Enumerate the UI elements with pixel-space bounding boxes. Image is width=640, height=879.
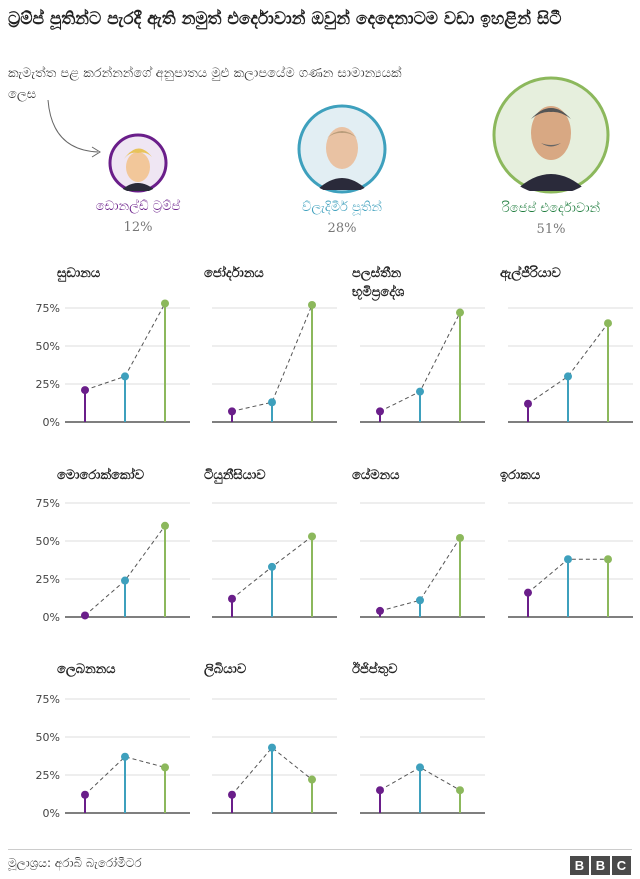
leader-erdogan: රිජෙප් එර්දොවාන් 51%: [451, 75, 640, 237]
lollipop-dot: [228, 594, 236, 603]
lollipop-dot: [456, 308, 464, 317]
trend-line: [231, 304, 313, 412]
lollipop-dot: [416, 387, 424, 396]
country-label: ඉරාකය: [500, 468, 541, 483]
lollipop-dot: [376, 786, 384, 795]
erdogan-portrait: [492, 76, 610, 194]
small-multiples: 0% 25% 50% 75% 0% 25% 50% 75% 0% 25% 50% 75%: [36, 299, 633, 820]
trend-line: [527, 322, 609, 405]
y-tick-label: 50%: [36, 535, 60, 548]
lollipop-dot: [81, 790, 89, 799]
lollipop-dot: [121, 752, 129, 761]
lollipop-dot: [268, 398, 276, 407]
leader-pct-erdogan: 51%: [536, 222, 566, 237]
lollipop-dot: [121, 576, 129, 585]
chart-subtitle: කැමැත්ත පළ කරන්නන්ගේ අනුපාතය මුළු කලාපයේ…: [8, 66, 402, 102]
lollipop-dot: [81, 386, 89, 395]
y-tick-label: 50%: [36, 340, 60, 353]
lollipop-dot: [416, 596, 424, 605]
bbc-logo-letter: B: [591, 856, 610, 875]
leader-trump: ඩොනල්ඩ් ට්‍රම්ප් 12%: [38, 133, 238, 235]
lollipop-dot: [121, 372, 129, 381]
trump-portrait: [108, 133, 168, 193]
lollipop-dot: [564, 555, 572, 564]
leader-name-putin: ව්ලැදිමීර් පූතින්: [302, 200, 382, 215]
country-label: ලෙබනනය: [57, 662, 116, 677]
bbc-logo-letter: C: [612, 856, 631, 875]
lollipop-dot: [604, 319, 612, 328]
leader-pct-trump: 12%: [123, 220, 153, 235]
lollipop-dot: [416, 763, 424, 772]
source-note: මූලාශ්‍රය: අරාබි බැරෝමීටර: [8, 856, 142, 870]
lollipop-dot: [228, 407, 236, 416]
footer-divider: [8, 849, 632, 850]
y-tick-label: 25%: [36, 573, 60, 586]
y-tick-label: 50%: [36, 731, 60, 744]
lollipop-dot: [161, 763, 169, 772]
lollipop-dot: [228, 790, 236, 799]
lollipop-dot: [376, 606, 384, 615]
y-tick-label: 75%: [36, 302, 60, 315]
country-label: යේමනය: [352, 468, 400, 483]
lollipop-dot: [161, 521, 169, 530]
country-label: ඇල්ජීරියාව: [500, 266, 561, 281]
lollipop-dot: [308, 775, 316, 784]
subtitle-arrow: [47, 99, 101, 158]
chart-title: ට්‍රම්ප් පූතින්ට පැරදී ඇති නමුත් එර්දොවා…: [8, 9, 562, 29]
y-tick-label: 25%: [36, 378, 60, 391]
y-tick-label: 0%: [43, 416, 60, 429]
bbc-logo: B B C: [570, 856, 631, 875]
y-tick-label: 0%: [43, 807, 60, 820]
country-label: පලස්තීන භූමිප්‍රදේශ: [352, 266, 405, 300]
lollipop-dot: [564, 372, 572, 381]
country-label: ජෝර්දානය: [204, 266, 264, 281]
trend-line: [379, 766, 461, 791]
lollipop-dot: [161, 299, 169, 308]
country-label: මොරොක්කෝව: [57, 468, 145, 483]
bbc-logo-letter: B: [570, 856, 589, 875]
y-tick-label: 0%: [43, 611, 60, 624]
lollipop-dot: [308, 532, 316, 541]
leader-putin: ව්ලැදිමීර් පූතින් 28%: [242, 104, 442, 236]
y-tick-label: 75%: [36, 497, 60, 510]
lollipop-dot: [268, 562, 276, 571]
trend-line: [84, 525, 166, 616]
y-tick-label: 25%: [36, 769, 60, 782]
leader-pct-putin: 28%: [327, 221, 357, 236]
lollipop-dot: [81, 611, 89, 620]
leader-name-erdogan: රිජෙප් එර්දොවාන්: [501, 201, 601, 216]
lollipop-dot: [376, 407, 384, 416]
country-label: ලිබියාව: [204, 662, 247, 677]
lollipop-dot: [456, 786, 464, 795]
y-tick-label: 75%: [36, 693, 60, 706]
country-label: ඊජිප්තුව: [352, 662, 398, 677]
putin-portrait: [297, 104, 387, 194]
lollipop-dot: [456, 533, 464, 542]
lollipop-dot: [604, 555, 612, 564]
country-label: සුඩානය: [57, 266, 101, 281]
country-label: ටියුනීසියාව: [204, 468, 266, 483]
lollipop-dot: [308, 300, 316, 309]
lollipop-dot: [268, 743, 276, 752]
leader-name-trump: ඩොනල්ඩ් ට්‍රම්ප්: [95, 199, 181, 214]
lollipop-dot: [524, 588, 532, 597]
lollipop-dot: [524, 399, 532, 408]
